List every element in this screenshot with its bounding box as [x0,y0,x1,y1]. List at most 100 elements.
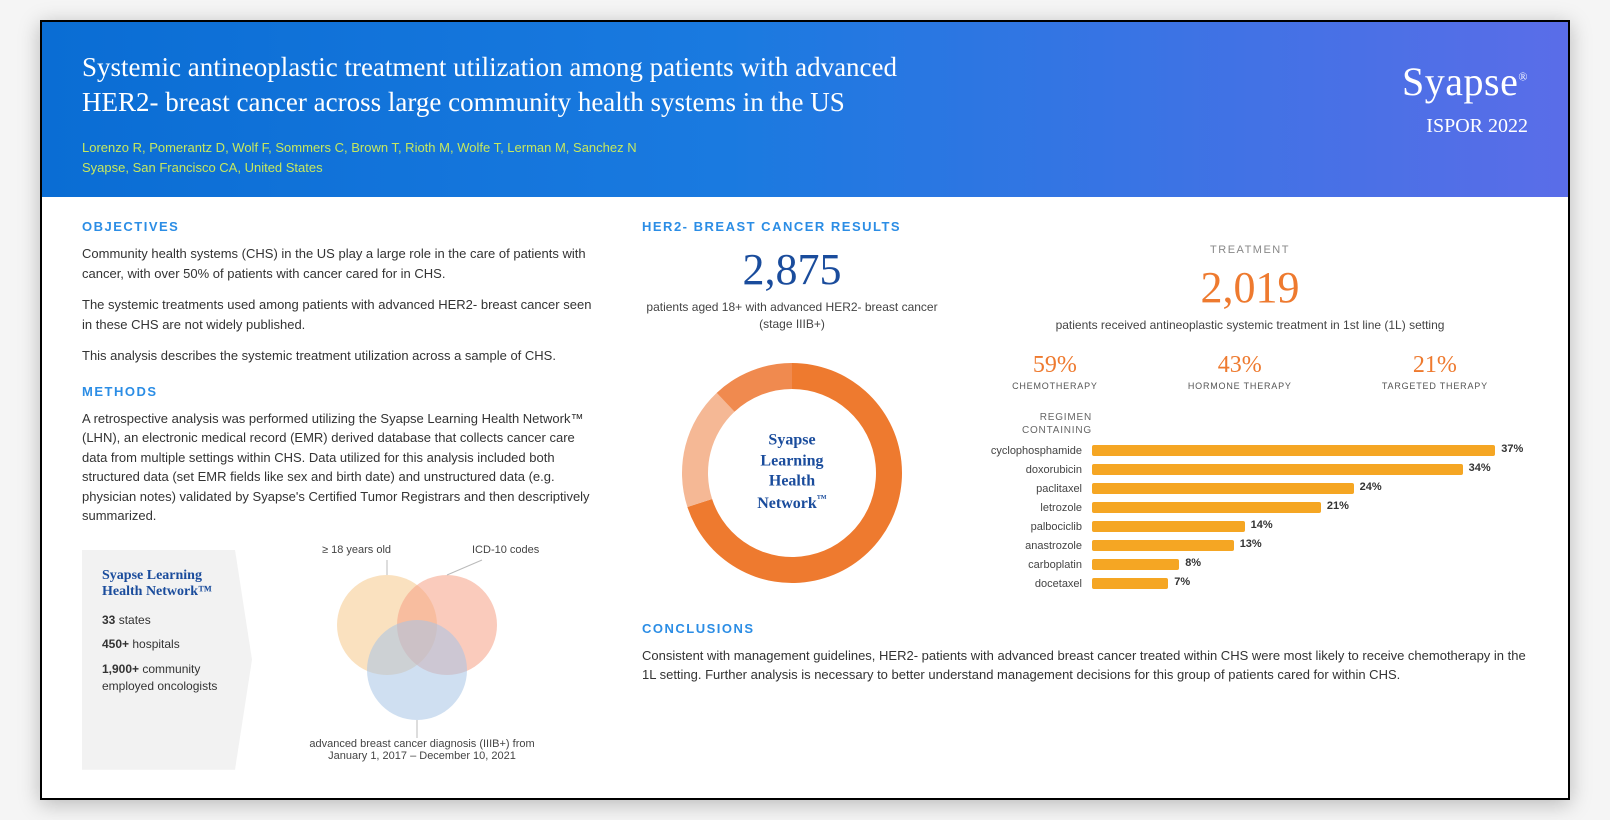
stat-states-label: states [115,613,150,627]
venn-line-icd [447,560,482,575]
pct-label: CHEMOTHERAPY [1012,381,1098,391]
bar-value: 14% [1251,519,1273,531]
poster-header: Systemic antineoplastic treatment utiliz… [42,22,1568,197]
logo-text: Syapse [1402,59,1518,104]
bar-value: 34% [1469,462,1491,474]
results-left: 2,875 patients aged 18+ with advanced HE… [642,244,942,593]
objectives-heading: OBJECTIVES [82,219,602,234]
right-column: HER2- BREAST CANCER RESULTS 2,875 patien… [642,219,1528,770]
bar-value: 13% [1240,538,1262,550]
bar-row: anastrozole 13% [972,540,1528,552]
results-right: TREATMENT 2,019 patients received antine… [972,244,1528,597]
venn-label-age: ≥ 18 years old [322,544,391,556]
syapse-logo: Syapse® [1402,58,1528,105]
objectives-p3: This analysis describes the systemic tre… [82,346,602,366]
donut-segment [717,363,792,412]
objectives-p2: The systemic treatments used among patie… [82,295,602,334]
bar-fill [1092,578,1168,589]
methods-heading: METHODS [82,384,602,399]
bar-fill [1092,521,1245,532]
pct-label: TARGETED THERAPY [1382,381,1488,391]
bar-label: docetaxel [972,578,1092,590]
network-stat-oncologists: 1,900+ community employed oncologists [102,661,232,695]
bar-track: 21% [1092,502,1528,513]
treated-desc: patients received antineoplastic systemi… [972,317,1528,334]
conclusions-text: Consistent with management guidelines, H… [642,646,1528,685]
treated-block: 2,019 patients received antineoplastic s… [972,262,1528,334]
bar-row: doxorubicin 34% [972,464,1528,476]
bar-value: 21% [1327,500,1349,512]
stat-hospitals-num: 450+ [102,637,129,651]
poster-title: Systemic antineoplastic treatment utiliz… [82,50,932,120]
bar-row: palbociclib 14% [972,521,1528,533]
bar-label: carboplatin [972,559,1092,571]
objectives-p1: Community health systems (CHS) in the US… [82,244,602,283]
bar-label: letrozole [972,502,1092,514]
bar-row: cyclophosphamide 37% [972,445,1528,457]
bar-fill [1092,483,1354,494]
bar-label: cyclophosphamide [972,445,1092,457]
registered-mark: ® [1518,70,1528,84]
results-heading: HER2- BREAST CANCER RESULTS [642,219,1528,234]
poster-body: OBJECTIVES Community health systems (CHS… [42,197,1568,798]
percentage-item: 43%HORMONE THERAPY [1188,352,1292,391]
network-stat-states: 33 states [102,612,232,629]
venn-circle-dx [367,620,467,720]
bar-value: 37% [1501,443,1523,455]
poster-container: Systemic antineoplastic treatment utiliz… [40,20,1570,800]
bar-fill [1092,464,1463,475]
bar-label: doxorubicin [972,464,1092,476]
bar-track: 24% [1092,483,1528,494]
bar-track: 37% [1092,445,1528,456]
bar-value: 24% [1360,481,1382,493]
bar-fill [1092,445,1495,456]
bar-value: 7% [1174,576,1190,588]
regimen-section: REGIMEN CONTAINING cyclophosphamide 37% … [972,411,1528,590]
author-list: Lorenzo R, Pomerantz D, Wolf F, Sommers … [82,138,932,177]
bar-row: letrozole 21% [972,502,1528,514]
venn-diagram: ≥ 18 years old ICD-10 codes advanced bre… [272,550,572,770]
conference-name: ISPOR 2022 [1402,115,1528,138]
bar-track: 7% [1092,578,1528,589]
header-left: Systemic antineoplastic treatment utiliz… [82,50,932,177]
pct-value: 59% [1012,352,1098,379]
bar-track: 34% [1092,464,1528,475]
results-top: 2,875 patients aged 18+ with advanced HE… [642,244,1528,597]
percentage-item: 59% CHEMOTHERAPY [1012,352,1098,391]
methods-section: METHODS A retrospective analysis was per… [82,384,602,526]
bar-track: 14% [1092,521,1528,532]
donut-chart: SyapseLearningHealthNetwork™ [672,353,912,593]
bar-row: docetaxel 7% [972,578,1528,590]
regimen-heading: REGIMEN CONTAINING [972,411,1092,437]
bar-chart: cyclophosphamide 37% doxorubicin 34% pac… [972,445,1528,590]
bar-value: 8% [1185,557,1201,569]
network-title: Syapse Learning Health Network™ [102,568,232,600]
header-right: Syapse® ISPOR 2022 [1402,50,1528,138]
pct-value: 21% [1382,352,1488,379]
bar-fill [1092,559,1179,570]
patients-desc: patients aged 18+ with advanced HER2- br… [642,299,942,333]
network-stat-hospitals: 450+ hospitals [102,636,232,653]
stat-states-num: 33 [102,613,115,627]
methods-p1: A retrospective analysis was performed u… [82,409,602,526]
bar-track: 8% [1092,559,1528,570]
percentage-row: 59% CHEMOTHERAPY 43%HORMONE THERAPY 21% TARG… [972,352,1528,391]
bar-track: 13% [1092,540,1528,551]
stat-onc-num: 1,900+ [102,662,139,676]
venn-label-icd: ICD-10 codes [472,544,539,556]
patients-block: 2,875 patients aged 18+ with advanced HE… [642,244,942,333]
venn-svg [272,550,572,770]
authors-text: Lorenzo R, Pomerantz D, Wolf F, Sommers … [82,140,637,155]
bar-label: anastrozole [972,540,1092,552]
pct-value: 43% [1188,352,1292,379]
network-card: Syapse Learning Health Network™ 33 state… [82,550,602,770]
affiliation-text: Syapse, San Francisco CA, United States [82,160,323,175]
venn-label-dx: advanced breast cancer diagnosis (IIIB+)… [292,738,552,762]
treated-number: 2,019 [972,262,1528,313]
donut-segment [682,393,734,507]
donut-center-text: SyapseLearningHealthNetwork™ [757,431,827,516]
bar-label: paclitaxel [972,483,1092,495]
network-info-box: Syapse Learning Health Network™ 33 state… [82,550,252,770]
left-column: OBJECTIVES Community health systems (CHS… [82,219,602,770]
conclusions-heading: CONCLUSIONS [642,621,1528,636]
